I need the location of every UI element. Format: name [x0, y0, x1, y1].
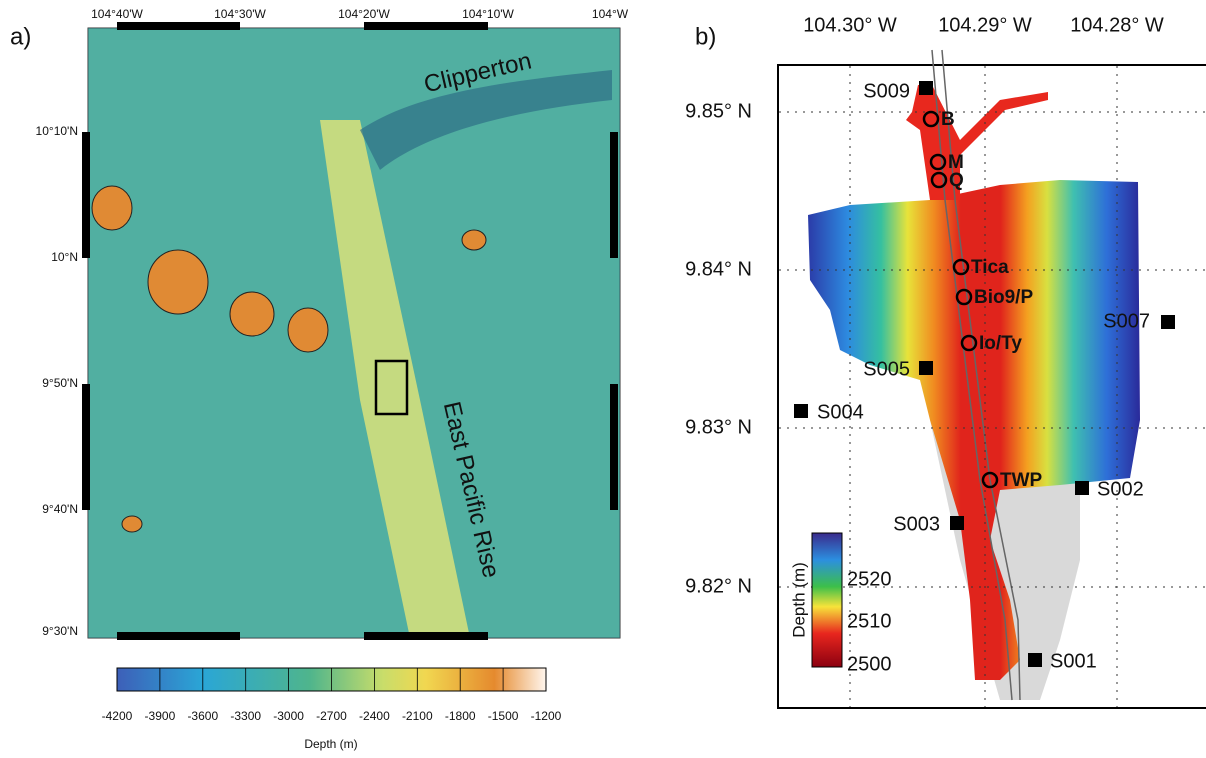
y-tick-label: 9.83° N [685, 416, 752, 438]
y-tick-label: 9°30'N [42, 624, 78, 638]
station-label: S009 [863, 80, 910, 102]
x-tick-label: 104°W [592, 7, 629, 21]
y-tick-label: 9.84° N [685, 258, 752, 280]
seamount [288, 308, 328, 352]
station-label: S005 [863, 358, 910, 380]
page: Bathymetry maps {"panel_a": {"label": "a… [0, 0, 1206, 753]
x-tick-label: 104.29° W [938, 14, 1032, 36]
station-label: S007 [1103, 310, 1150, 332]
station-marker [950, 516, 964, 530]
x-tick-label: 104.30° W [803, 14, 897, 36]
y-tick-label: 10°N [51, 250, 78, 264]
frame-tick [117, 22, 240, 30]
colorbar-tick-label: -1500 [488, 709, 519, 723]
colorbar-tick-label: -2100 [402, 709, 433, 723]
station-label: S003 [893, 513, 940, 535]
vent-label: Io/Ty [979, 333, 1022, 354]
colorbar-tick-label: -2400 [359, 709, 390, 723]
seamount [122, 516, 142, 532]
seamount [148, 250, 208, 314]
frame-tick [364, 632, 488, 640]
station-label: S004 [817, 401, 864, 423]
y-tick-label: 9°40'N [42, 502, 78, 516]
frame-tick [610, 132, 618, 258]
y-tick-label: 9.85° N [685, 100, 752, 122]
colorbar-tick-label: -3600 [187, 709, 218, 723]
frame-tick [610, 384, 618, 510]
frame-tick [82, 384, 90, 510]
colorbar-tick-label: -3000 [273, 709, 304, 723]
panel-label: b) [695, 23, 716, 50]
y-tick-label: 9°50'N [42, 376, 78, 390]
vent-label: Bio9/P [974, 287, 1033, 308]
colorbar-tick-label: -3300 [230, 709, 261, 723]
colorbar-tick-label: -1200 [531, 709, 562, 723]
frame-tick [364, 22, 488, 30]
station-marker [919, 81, 933, 95]
colorbar-tick-label: 2500 [847, 653, 892, 675]
seamount [230, 292, 274, 336]
vent-label: B [941, 109, 955, 130]
frame-tick [82, 132, 90, 258]
colorbar-tick-label: -1800 [445, 709, 476, 723]
frame-tick [117, 632, 240, 640]
figure: a) 104°40'W 104°30'W 104°20'W 104°10'W 104°W 1… [0, 0, 1206, 753]
colorbar-tick-label: -4200 [102, 709, 133, 723]
colorbar-tick-label: -3900 [145, 709, 176, 723]
vent-label: Tica [971, 257, 1009, 278]
station-marker [1161, 315, 1175, 329]
station-marker [794, 404, 808, 418]
colorbar-tick-label: -2700 [316, 709, 347, 723]
x-tick-label: 104°10'W [462, 7, 514, 21]
colorbar-title: Depth (m) [304, 737, 357, 751]
station-marker [1075, 481, 1089, 495]
seamount [462, 230, 486, 250]
x-tick-label: 104°20'W [338, 7, 390, 21]
station-marker [919, 361, 933, 375]
station-marker [1028, 653, 1042, 667]
vent-label: TWP [1000, 470, 1043, 491]
station-label: S001 [1050, 650, 1097, 672]
station-label: S002 [1097, 478, 1144, 500]
colorbar-b [812, 533, 842, 667]
colorbar-tick-label: 2520 [847, 568, 892, 590]
vent-label: Q [949, 170, 964, 191]
colorbar-title: Depth (m) [789, 562, 808, 638]
panel-label: a) [10, 23, 31, 50]
y-tick-label: 9.82° N [685, 575, 752, 597]
x-tick-label: 104°40'W [91, 7, 143, 21]
x-tick-label: 104°30'W [214, 7, 266, 21]
colorbar-tick-label: 2510 [847, 610, 892, 632]
x-tick-label: 104.28° W [1070, 14, 1164, 36]
seamount [92, 186, 132, 230]
y-tick-label: 10°10'N [36, 124, 78, 138]
body: a) 104°40'W 104°30'W 104°20'W 104°10'W 104°W 1… [0, 0, 1206, 753]
